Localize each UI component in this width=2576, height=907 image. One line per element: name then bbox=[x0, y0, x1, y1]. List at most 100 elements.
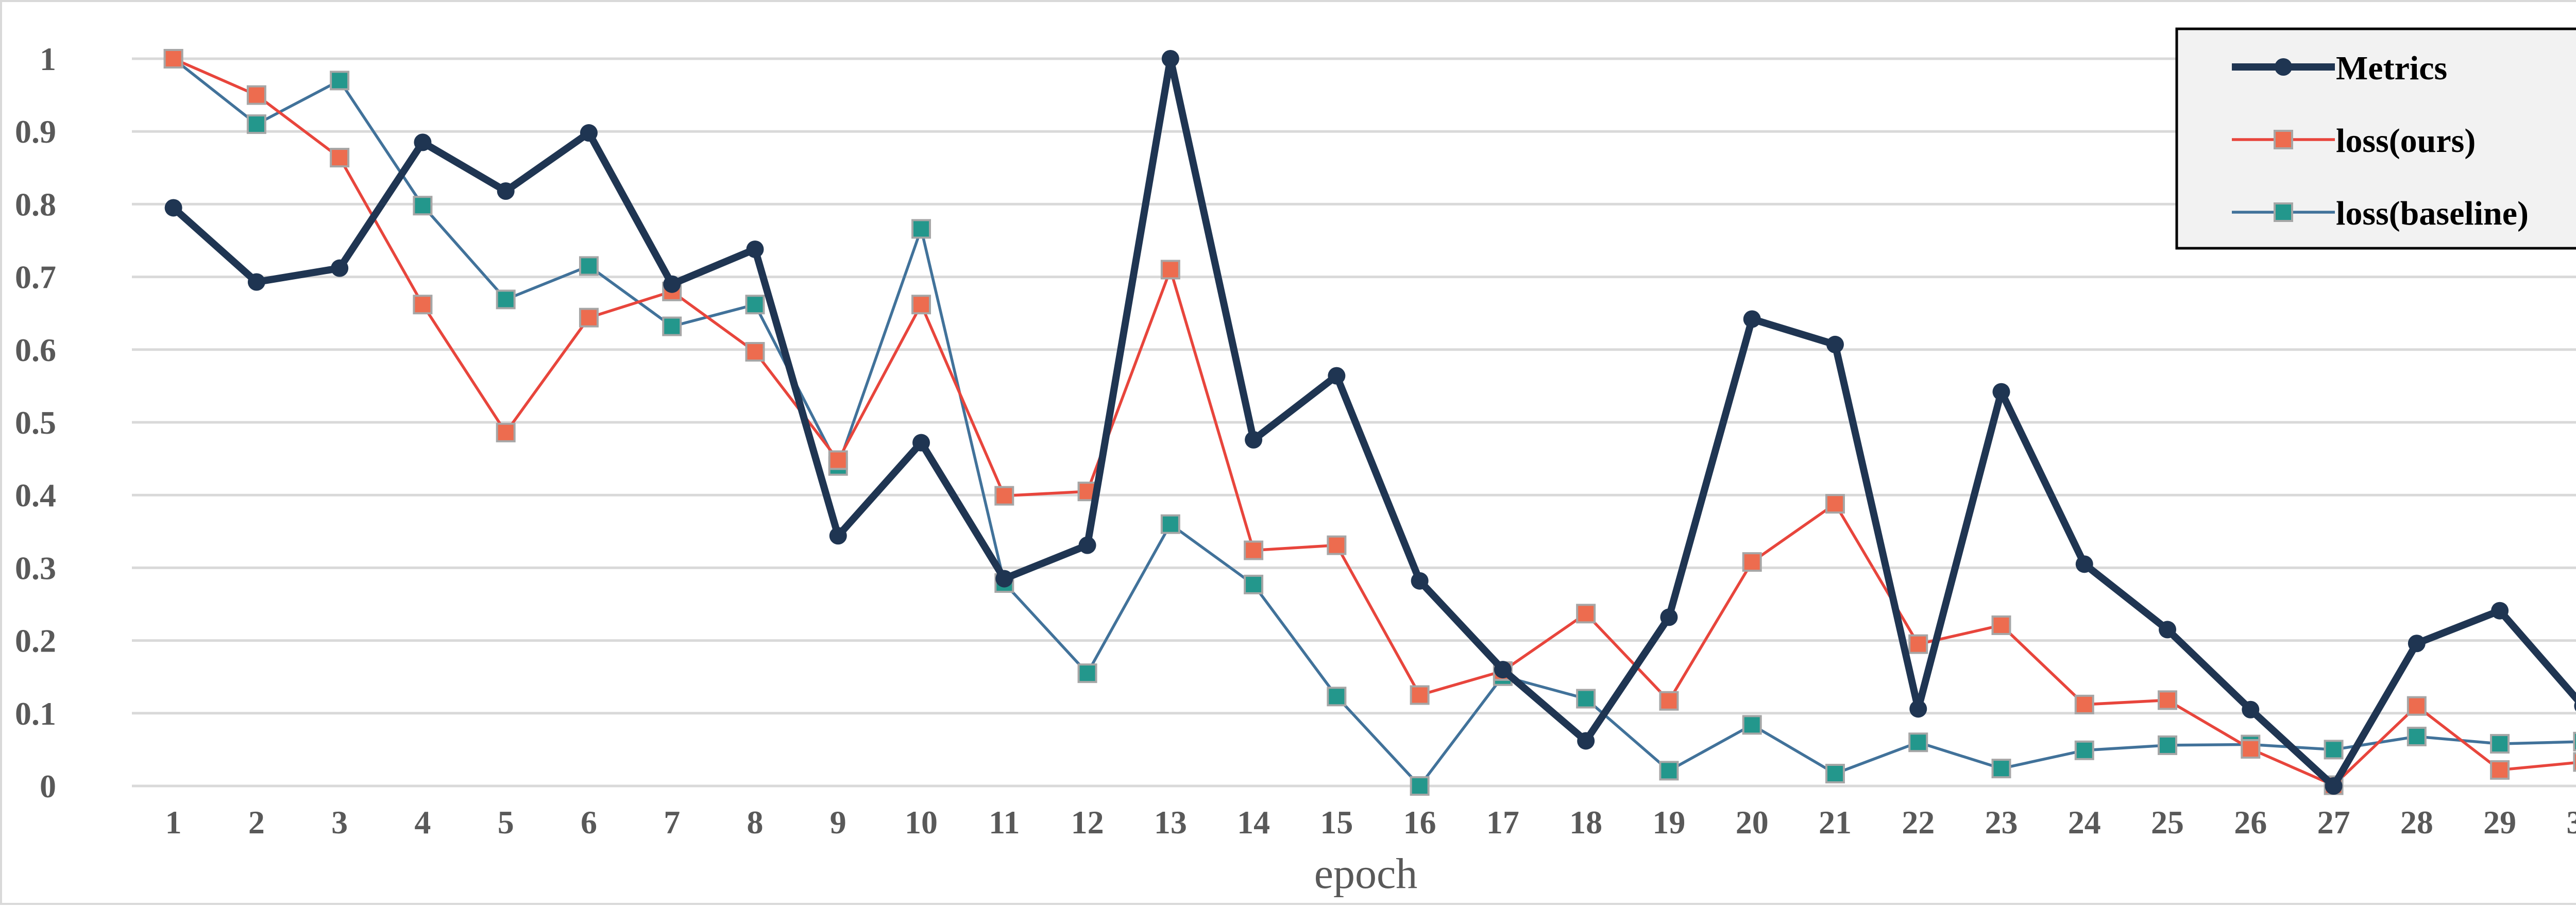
data-point bbox=[995, 570, 1013, 588]
legend-item: Metrics bbox=[2232, 49, 2447, 87]
legend-item: loss(ours) bbox=[2232, 122, 2476, 160]
data-point bbox=[1078, 536, 1096, 554]
data-point bbox=[2406, 726, 2427, 746]
data-point bbox=[2573, 752, 2576, 772]
x-tick-label: 30 bbox=[2566, 804, 2576, 841]
series-line bbox=[170, 55, 2576, 790]
data-point bbox=[579, 307, 599, 328]
legend-swatch-marker bbox=[2274, 202, 2293, 222]
data-point bbox=[1659, 761, 1679, 781]
x-tick-label: 28 bbox=[2400, 804, 2433, 841]
data-point bbox=[163, 49, 183, 69]
data-point bbox=[663, 275, 681, 293]
series-metrics bbox=[164, 50, 2576, 795]
y-tick-label: 0 bbox=[40, 768, 56, 805]
x-tick-label: 29 bbox=[2483, 804, 2516, 841]
data-point bbox=[414, 133, 432, 151]
data-point bbox=[580, 124, 598, 142]
x-tick-label: 21 bbox=[1819, 804, 1852, 841]
data-point bbox=[1577, 732, 1595, 750]
data-point bbox=[330, 148, 350, 168]
data-point bbox=[1077, 663, 1097, 683]
data-point bbox=[828, 450, 848, 470]
x-tick-label: 1 bbox=[165, 804, 182, 841]
data-point bbox=[1160, 514, 1180, 534]
data-point bbox=[2324, 740, 2344, 760]
data-point bbox=[2408, 635, 2426, 653]
x-tick-label: 11 bbox=[989, 804, 1020, 841]
legend-label: loss(baseline) bbox=[2336, 195, 2529, 232]
legend-swatch-marker bbox=[2274, 130, 2293, 149]
data-point bbox=[1410, 776, 1430, 796]
data-point bbox=[1659, 691, 1679, 711]
data-point bbox=[2074, 740, 2094, 760]
series-line bbox=[172, 57, 2576, 787]
y-tick-label: 0.1 bbox=[15, 695, 56, 732]
data-point bbox=[2574, 700, 2576, 712]
data-point bbox=[2325, 777, 2343, 795]
data-point bbox=[2241, 739, 2261, 759]
y-tick-label: 0.7 bbox=[15, 259, 56, 296]
x-tick-label: 25 bbox=[2151, 804, 2184, 841]
x-tick-label: 8 bbox=[747, 804, 764, 841]
data-point bbox=[1743, 310, 1761, 328]
x-tick-label: 18 bbox=[1569, 804, 1602, 841]
x-tick-label: 26 bbox=[2234, 804, 2267, 841]
data-point bbox=[2242, 700, 2260, 718]
x-tick-label: 17 bbox=[1486, 804, 1519, 841]
x-tick-label: 9 bbox=[830, 804, 846, 841]
y-axis-tick-labels: 0 0.1 0.2 0.3 0.4 0.5 0.6 0.7 0.8 0.9 1 bbox=[15, 41, 56, 805]
data-point bbox=[1660, 608, 1678, 626]
y-tick-label: 0.6 bbox=[15, 332, 56, 368]
x-tick-label: 3 bbox=[331, 804, 348, 841]
legend-item: loss(baseline) bbox=[2232, 195, 2529, 232]
data-point bbox=[496, 422, 516, 442]
data-point bbox=[246, 85, 266, 105]
data-point bbox=[164, 199, 182, 217]
data-point bbox=[829, 527, 847, 545]
data-point bbox=[497, 182, 515, 200]
data-point bbox=[1991, 615, 2011, 635]
data-point bbox=[1327, 535, 1347, 555]
data-point bbox=[1742, 715, 1762, 735]
series-group bbox=[163, 49, 2576, 796]
data-point bbox=[1244, 540, 1264, 560]
x-tick-label: 22 bbox=[1902, 804, 1935, 841]
y-tick-label: 0.4 bbox=[15, 477, 56, 514]
data-point bbox=[994, 486, 1014, 506]
data-point bbox=[413, 295, 433, 315]
data-point bbox=[1327, 687, 1347, 707]
data-point bbox=[2158, 735, 2178, 755]
x-tick-label: 15 bbox=[1320, 804, 1353, 841]
x-tick-label: 7 bbox=[664, 804, 680, 841]
data-point bbox=[745, 295, 765, 315]
x-tick-label: 19 bbox=[1652, 804, 1685, 841]
data-point bbox=[1494, 661, 1512, 679]
data-point bbox=[1908, 634, 1928, 654]
data-point bbox=[1826, 335, 1844, 353]
data-point bbox=[2491, 602, 2509, 620]
x-tick-label: 13 bbox=[1154, 804, 1187, 841]
data-point bbox=[1161, 50, 1179, 67]
data-point bbox=[496, 289, 516, 310]
data-point bbox=[662, 316, 682, 336]
data-point bbox=[246, 114, 266, 134]
y-tick-label: 0.8 bbox=[15, 186, 56, 223]
data-point bbox=[1245, 431, 1263, 449]
data-point bbox=[1160, 260, 1180, 280]
data-point bbox=[1411, 572, 1429, 590]
x-tick-label: 4 bbox=[414, 804, 431, 841]
data-point bbox=[247, 273, 265, 291]
x-tick-label: 2 bbox=[248, 804, 265, 841]
data-point bbox=[1576, 689, 1596, 709]
y-tick-label: 0.9 bbox=[15, 113, 56, 150]
legend-label: loss(ours) bbox=[2336, 122, 2476, 160]
data-point bbox=[1742, 552, 1762, 572]
x-tick-label: 14 bbox=[1237, 804, 1270, 841]
y-tick-label: 0.5 bbox=[15, 404, 56, 441]
y-tick-label: 0.3 bbox=[15, 550, 56, 586]
x-tick-label: 12 bbox=[1071, 804, 1104, 841]
series-line bbox=[172, 57, 2576, 788]
data-point bbox=[579, 256, 599, 276]
